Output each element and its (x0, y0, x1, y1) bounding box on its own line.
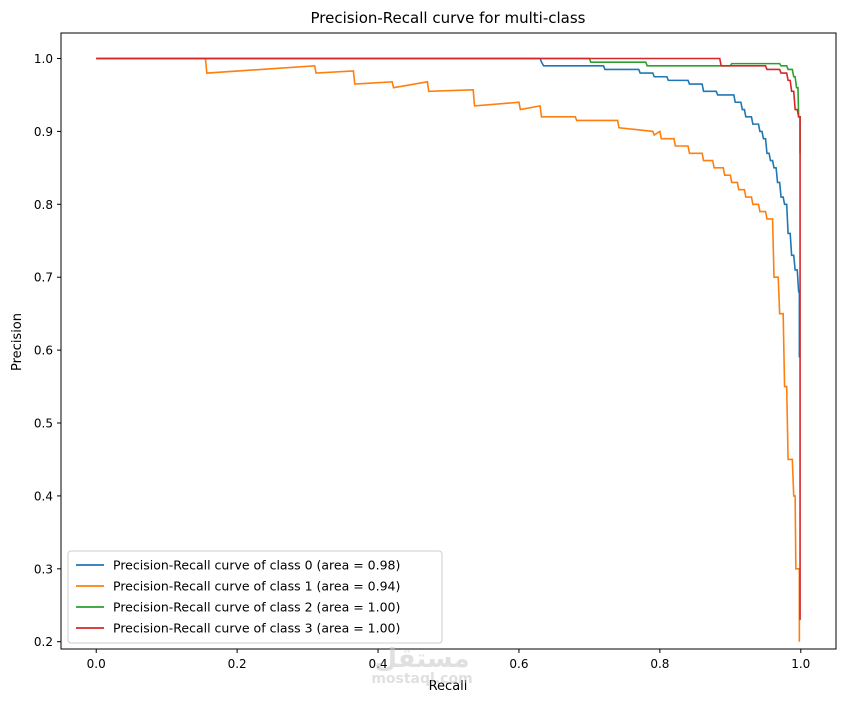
series-line-class-2 (96, 57, 801, 154)
legend-entry-label: Precision-Recall curve of class 2 (area … (113, 600, 400, 615)
y-tick-label: 1.0 (34, 52, 53, 66)
x-axis-label: Recall (429, 679, 468, 694)
x-tick-label: 0.6 (509, 657, 528, 671)
series-line-class-1 (96, 57, 801, 642)
y-tick-label: 0.7 (34, 271, 53, 285)
y-tick-label: 0.3 (34, 562, 53, 576)
watermark-arabic: مستقل (374, 644, 469, 674)
watermark-latin: mostaql.com (371, 671, 472, 687)
series-layer (96, 57, 801, 642)
chart-title: Precision-Recall curve for multi-class (310, 9, 585, 27)
legend-entry-label: Precision-Recall curve of class 1 (area … (113, 579, 400, 594)
y-tick-label: 0.2 (34, 635, 53, 649)
series-line-class-0 (96, 57, 801, 358)
y-axis-label: Precision (10, 313, 25, 371)
x-tick-label: 0.0 (87, 657, 106, 671)
legend-entry-label: Precision-Recall curve of class 3 (area … (113, 621, 400, 636)
y-tick-label: 0.5 (34, 417, 53, 431)
series-line-class-3 (96, 57, 801, 620)
legend-entry-label: Precision-Recall curve of class 0 (area … (113, 558, 400, 573)
watermark: مستقل mostaql.com (371, 644, 472, 687)
y-tick-label: 0.9 (34, 125, 53, 139)
legend: Precision-Recall curve of class 0 (area … (67, 550, 443, 644)
y-tick-label: 0.8 (34, 198, 53, 212)
x-tick-label: 1.0 (791, 657, 810, 671)
y-axis-ticks: 0.2 0.3 0.4 0.5 0.6 0.7 0.8 0.9 1.0 (34, 52, 61, 649)
x-axis-ticks: 0.0 0.2 0.4 0.6 0.8 1.0 (87, 649, 810, 671)
y-tick-label: 0.6 (34, 344, 53, 358)
x-tick-label: 0.2 (228, 657, 247, 671)
x-tick-label: 0.8 (650, 657, 669, 671)
plot-area (96, 57, 801, 642)
y-tick-label: 0.4 (34, 489, 53, 503)
x-tick-label: 0.4 (368, 657, 387, 671)
legend-box (67, 550, 443, 644)
axes-frame (60, 32, 837, 650)
